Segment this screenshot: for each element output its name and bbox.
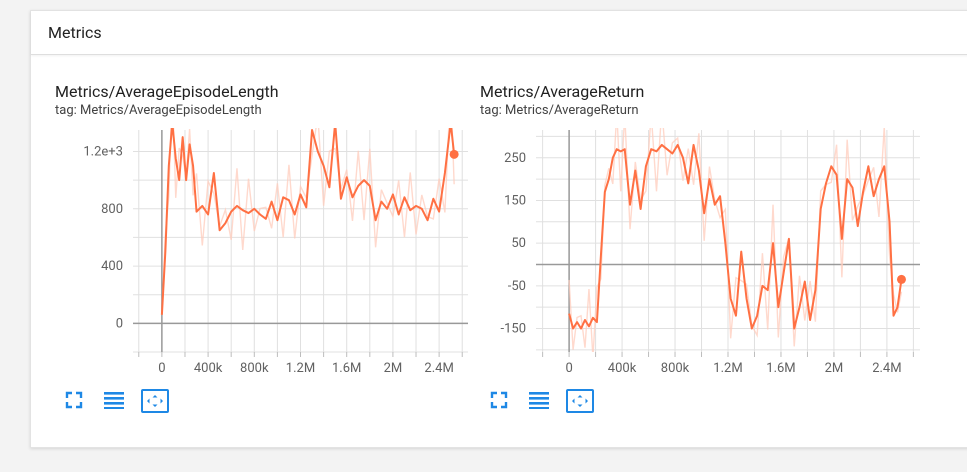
y-tick-label: -50	[508, 279, 526, 294]
chart-title: Metrics/AverageEpisodeLength	[55, 82, 279, 101]
section-title: Metrics	[48, 23, 102, 42]
x-tick-label: 2.4M	[872, 361, 901, 376]
chart-plot-average-return[interactable]: 0 400k 800k 1.2M 1.6M 2M 2.4M -150 -50 50 150 250	[480, 82, 920, 392]
y-tick-label: 800	[101, 202, 123, 217]
fullscreen-button[interactable]	[61, 388, 87, 412]
chart-plot-average-episode-length[interactable]: 0 400k 800k 1.2M 1.6M 2M 2.4M 0 400 800 1.2e+3	[55, 82, 485, 392]
toggle-log-scale-button[interactable]	[101, 388, 127, 412]
x-tick-label: 1.2M	[286, 361, 315, 376]
x-tick-label: 2M	[384, 361, 403, 376]
x-tick-label: 2M	[825, 361, 844, 376]
x-tick-label: 800k	[661, 361, 690, 376]
x-tick-label: 0	[158, 361, 165, 376]
fullscreen-button[interactable]	[486, 388, 512, 412]
y-tick-label: 250	[504, 151, 526, 166]
fullscreen-icon	[65, 391, 83, 409]
x-tick-label: 2.4M	[424, 361, 453, 376]
fit-domain-button[interactable]	[141, 389, 169, 413]
x-tick-label: 1.6M	[766, 361, 795, 376]
chart-card-average-episode-length: Metrics/AverageEpisodeLength tag: Metric…	[55, 82, 485, 413]
y-tick-label: 400	[101, 259, 123, 274]
panel-header[interactable]: Metrics	[31, 11, 967, 55]
y-tick-label: 0	[116, 316, 123, 331]
fit-domain-icon	[147, 395, 163, 407]
toggle-log-scale-icon	[104, 392, 124, 409]
chart-card-average-return: Metrics/AverageReturn tag: Metrics/Avera…	[480, 82, 920, 413]
toggle-log-scale-icon	[529, 392, 549, 409]
last-point-marker[interactable]	[896, 274, 906, 284]
y-tick-label: -150	[500, 322, 526, 337]
metrics-panel: Metrics	[30, 10, 967, 448]
x-tick-label: 800k	[240, 361, 269, 376]
x-tick-label: 400k	[608, 361, 637, 376]
fit-domain-icon	[572, 395, 588, 407]
series-line[interactable]	[160, 123, 456, 315]
series-line[interactable]	[568, 143, 903, 330]
y-tick-label: 150	[504, 193, 526, 208]
chart-tag: tag: Metrics/AverageEpisodeLength	[55, 103, 262, 118]
fit-domain-button[interactable]	[566, 389, 594, 413]
x-tick-label: 1.2M	[713, 361, 742, 376]
x-tick-label: 400k	[194, 361, 223, 376]
y-tick-label: 1.2e+3	[83, 144, 123, 159]
y-tick-label: 50	[511, 236, 526, 251]
chart-title: Metrics/AverageReturn	[480, 82, 645, 101]
chart-tag: tag: Metrics/AverageReturn	[480, 103, 639, 118]
last-point-marker[interactable]	[449, 149, 459, 159]
toggle-log-scale-button[interactable]	[526, 388, 552, 412]
x-tick-label: 1.6M	[332, 361, 361, 376]
series-raw-line	[161, 128, 455, 315]
fullscreen-icon	[490, 391, 508, 409]
series-raw-line	[568, 128, 903, 352]
x-tick-label: 0	[565, 361, 572, 376]
